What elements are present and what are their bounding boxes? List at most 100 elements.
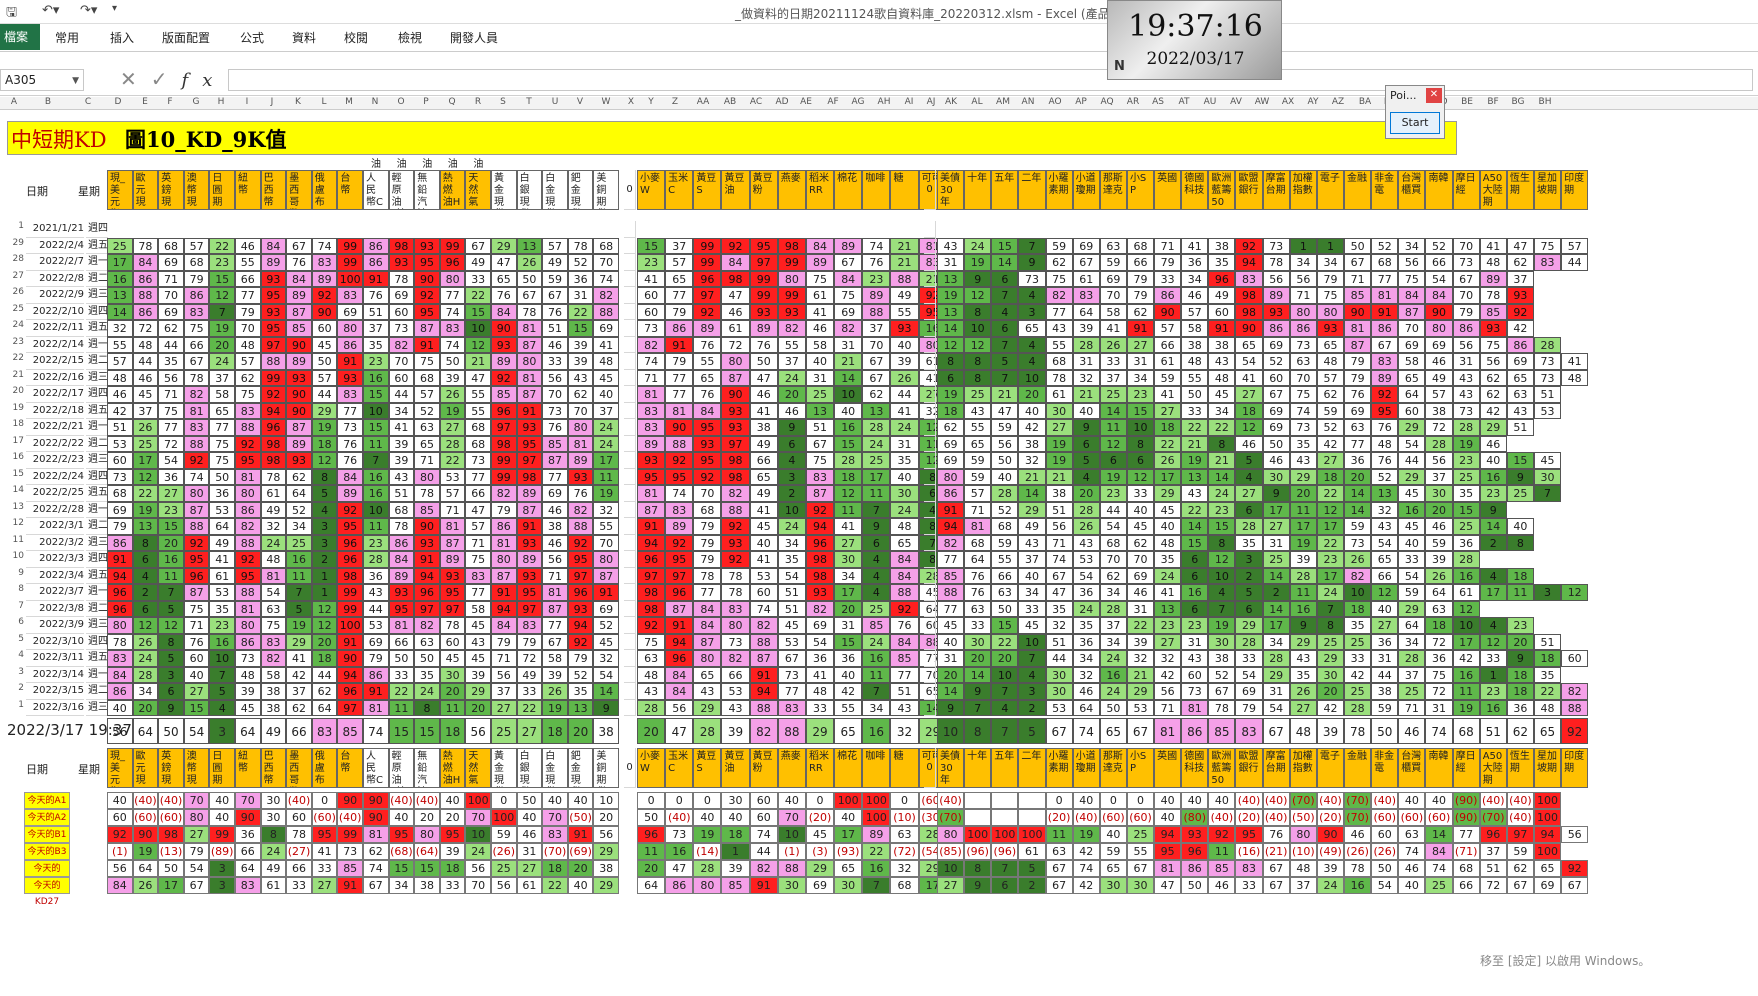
table-cell[interactable]: 6 [1099, 452, 1127, 469]
table-cell[interactable]: 13 [937, 303, 965, 320]
table-cell[interactable]: 77 [665, 386, 694, 403]
table-cell[interactable]: 71 [637, 369, 666, 386]
column-header-i[interactable]: I [245, 97, 249, 107]
table-cell[interactable]: 63 [964, 600, 992, 617]
table-cell[interactable]: 34 [1099, 633, 1127, 650]
summary-cell[interactable]: 74 [1398, 843, 1426, 860]
table-cell[interactable]: 41 [834, 518, 863, 535]
table-cell[interactable]: 65 [1316, 336, 1345, 353]
table-cell[interactable]: 1 [1289, 237, 1317, 254]
table-cell[interactable]: 73 [337, 419, 363, 436]
table-cell[interactable]: 96 [107, 584, 133, 601]
table-cell[interactable]: 68 [1045, 353, 1073, 370]
table-cell[interactable]: 26 [542, 683, 568, 700]
table-cell[interactable]: 88 [937, 584, 965, 601]
table-cell[interactable]: 76 [337, 435, 363, 452]
table-cell[interactable]: 8 [1126, 435, 1155, 452]
summary-cell[interactable]: 0 [311, 792, 338, 809]
table-cell[interactable]: 32 [1045, 617, 1073, 634]
table-cell[interactable]: 44 [132, 353, 159, 370]
table-cell[interactable]: 33 [964, 617, 992, 634]
table-cell[interactable]: 88 [235, 584, 261, 601]
table-cell[interactable]: 82 [637, 336, 666, 353]
table-cell[interactable]: 82 [749, 617, 778, 634]
table-cell[interactable]: 41 [749, 551, 778, 568]
table-cell[interactable]: 7 [991, 287, 1019, 304]
summary-cell[interactable]: 11 [1045, 826, 1073, 843]
table-cell[interactable]: 93 [805, 584, 835, 601]
summary-cell[interactable]: 97 [1506, 826, 1534, 843]
table-cell[interactable]: 80 [107, 617, 133, 634]
table-cell[interactable]: 48 [260, 551, 287, 568]
table-cell[interactable]: 13 [937, 270, 965, 287]
table-cell[interactable]: 15 [567, 320, 594, 337]
table-cell[interactable]: 47 [991, 402, 1019, 419]
table-cell[interactable]: 20 [311, 633, 338, 650]
table-cell[interactable]: 22 [1533, 683, 1562, 700]
table-cell[interactable]: 46 [1126, 584, 1155, 601]
table-cell[interactable]: 46 [542, 501, 568, 518]
summary-cell[interactable]: 59 [491, 826, 517, 843]
table-cell[interactable]: 40 [834, 402, 863, 419]
now-value-cell[interactable]: 28 [693, 718, 722, 744]
table-cell[interactable]: 53 [1072, 551, 1100, 568]
table-cell[interactable]: 44 [311, 386, 338, 403]
table-cell[interactable]: 73 [1289, 419, 1317, 436]
summary-cell[interactable]: 80 [183, 809, 210, 826]
summary-cell[interactable]: 47 [1154, 877, 1182, 894]
table-cell[interactable]: 42 [107, 402, 133, 419]
table-cell[interactable]: 46 [1181, 287, 1209, 304]
summary-cell[interactable]: 84 [107, 877, 133, 894]
summary-cell[interactable]: (60) [1425, 809, 1453, 826]
table-cell[interactable]: 22 [209, 237, 235, 254]
summary-cell[interactable]: 44 [749, 843, 778, 860]
table-cell[interactable]: 29 [1262, 666, 1290, 683]
table-cell[interactable]: 12 [1316, 501, 1345, 518]
table-cell[interactable]: 73 [721, 633, 750, 650]
table-cell[interactable]: 39 [567, 353, 594, 370]
summary-cell[interactable]: 0 [890, 792, 919, 809]
summary-cell[interactable]: (10) [890, 809, 919, 826]
table-cell[interactable]: 84 [107, 666, 133, 683]
table-cell[interactable]: 19 [209, 320, 235, 337]
table-cell[interactable]: 14 [964, 666, 992, 683]
summary-cell[interactable]: 63 [1045, 843, 1073, 860]
table-cell[interactable]: 82 [1344, 567, 1372, 584]
table-cell[interactable]: 21 [1208, 452, 1236, 469]
table-cell[interactable]: 47 [1506, 237, 1534, 254]
table-cell[interactable]: 17 [1316, 518, 1345, 535]
table-cell[interactable]: 24 [593, 419, 619, 436]
summary-cell[interactable]: 89 [862, 826, 891, 843]
table-cell[interactable]: 90 [665, 419, 694, 436]
summary-cell[interactable]: (40) [1506, 792, 1534, 809]
summary-cell[interactable]: 50 [158, 860, 184, 877]
table-cell[interactable]: 78 [183, 369, 210, 386]
table-cell[interactable]: 23 [1154, 617, 1182, 634]
table-cell[interactable]: 88 [593, 303, 619, 320]
table-cell[interactable]: 85 [542, 435, 568, 452]
summary-cell[interactable]: (70) [1289, 792, 1317, 809]
table-cell[interactable]: 83 [1072, 287, 1100, 304]
table-cell[interactable]: 65 [491, 270, 517, 287]
table-cell[interactable]: 11 [286, 567, 312, 584]
table-cell[interactable]: 69 [1126, 567, 1155, 584]
table-cell[interactable]: 33 [1099, 353, 1127, 370]
table-cell[interactable]: 53 [209, 584, 235, 601]
table-cell[interactable]: 43 [567, 369, 594, 386]
table-cell[interactable]: 26 [1072, 518, 1100, 535]
summary-cell[interactable]: (40) [1506, 809, 1534, 826]
cancel-icon[interactable]: ✕ [120, 67, 151, 91]
column-header-aw[interactable]: AW [1254, 97, 1270, 107]
table-cell[interactable]: 43 [1208, 353, 1236, 370]
table-cell[interactable]: 35 [1452, 485, 1480, 502]
table-cell[interactable]: 31 [805, 369, 835, 386]
summary-cell[interactable]: 11 [1208, 843, 1236, 860]
table-cell[interactable]: 46 [1262, 452, 1290, 469]
table-cell[interactable]: 38 [1371, 683, 1399, 700]
table-cell[interactable]: 69 [158, 303, 184, 320]
table-cell[interactable]: 21 [834, 353, 863, 370]
table-cell[interactable]: 4 [132, 567, 159, 584]
table-cell[interactable]: 70 [593, 534, 619, 551]
table-cell[interactable]: 40 [1371, 600, 1399, 617]
table-cell[interactable]: 55 [235, 254, 261, 271]
